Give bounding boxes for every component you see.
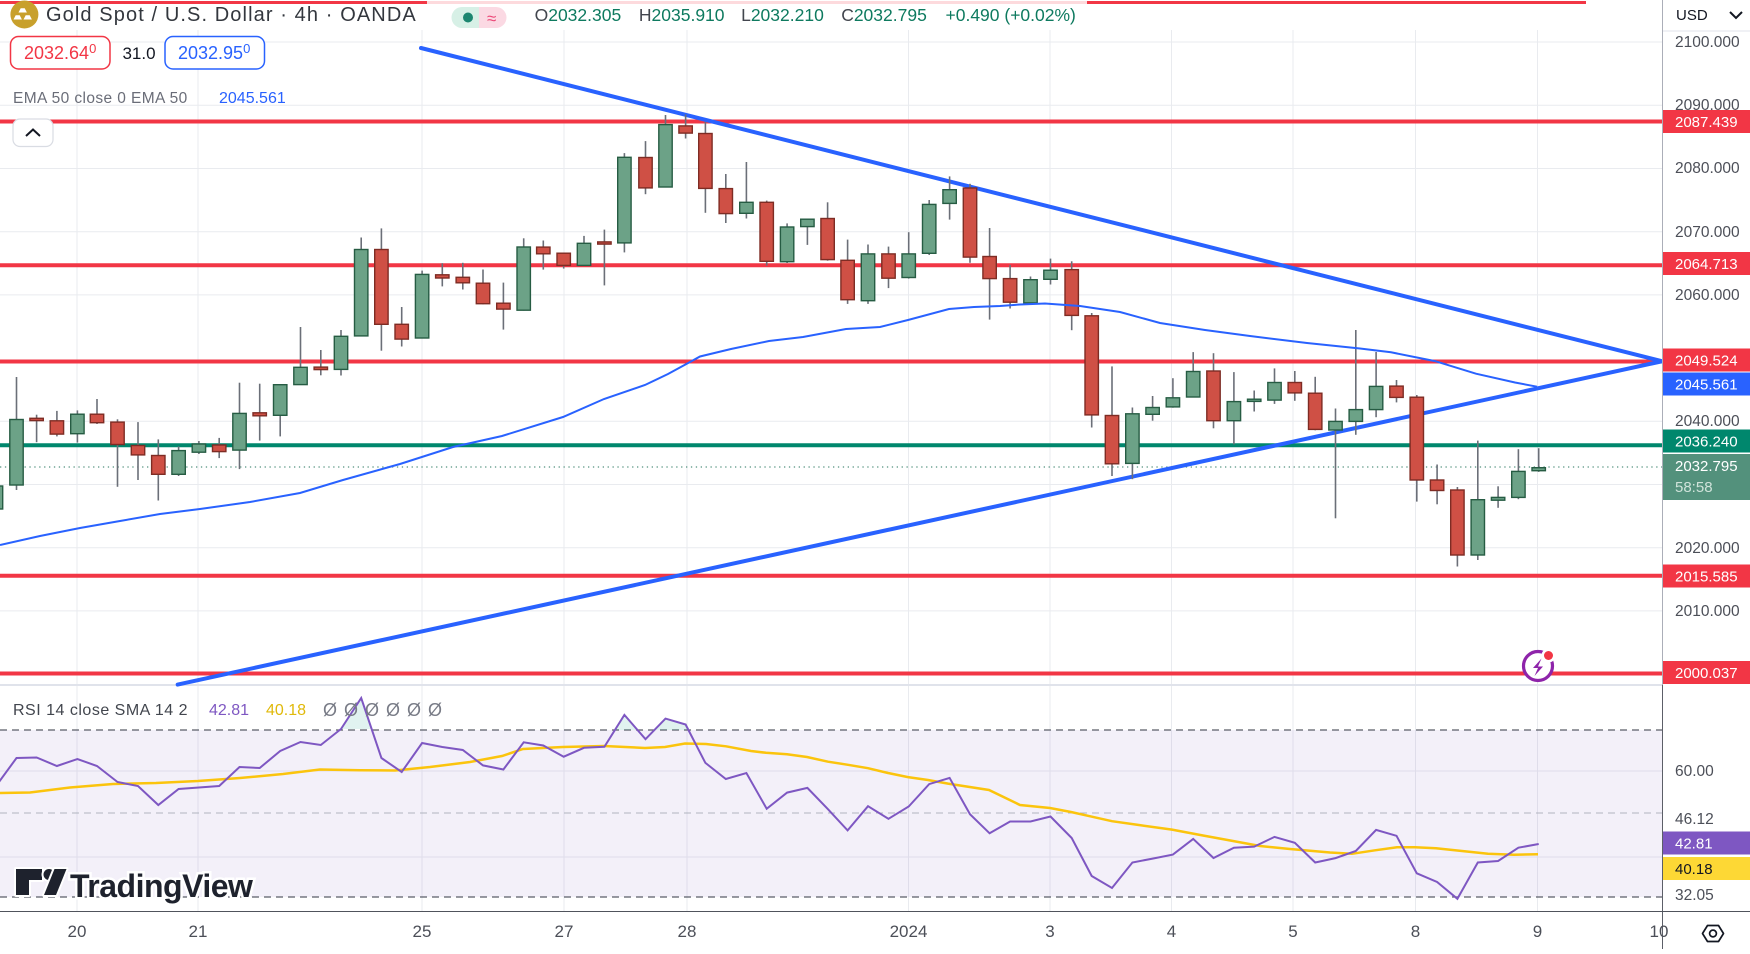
svg-text:+0.490 (+0.02%): +0.490 (+0.02%) bbox=[946, 5, 1076, 25]
svg-text:9: 9 bbox=[1533, 922, 1542, 941]
svg-text:20: 20 bbox=[68, 922, 87, 941]
svg-text:4: 4 bbox=[1167, 922, 1176, 941]
svg-text:42.81: 42.81 bbox=[209, 702, 249, 719]
svg-text:Ø: Ø bbox=[323, 700, 337, 720]
svg-text:L2032.210: L2032.210 bbox=[741, 5, 824, 25]
svg-text:2010.000: 2010.000 bbox=[1675, 603, 1740, 620]
svg-text:46.12: 46.12 bbox=[1675, 811, 1714, 828]
svg-text:58:58: 58:58 bbox=[1675, 479, 1713, 496]
svg-text:2064.713: 2064.713 bbox=[1675, 256, 1738, 273]
svg-text:10: 10 bbox=[1650, 922, 1669, 941]
svg-text:2015.585: 2015.585 bbox=[1675, 569, 1738, 586]
svg-text:2036.240: 2036.240 bbox=[1675, 434, 1738, 451]
svg-text:60.00: 60.00 bbox=[1675, 763, 1714, 780]
svg-text:Ø: Ø bbox=[344, 700, 358, 720]
svg-text:2060.000: 2060.000 bbox=[1675, 287, 1740, 304]
svg-text:40.18: 40.18 bbox=[266, 702, 306, 719]
svg-text:Ø: Ø bbox=[407, 700, 421, 720]
svg-text:2032.640: 2032.640 bbox=[24, 41, 96, 63]
svg-text:2045.561: 2045.561 bbox=[219, 90, 286, 107]
svg-text:2032.950: 2032.950 bbox=[178, 41, 250, 63]
svg-text:2087.439: 2087.439 bbox=[1675, 114, 1738, 131]
svg-text:8: 8 bbox=[1411, 922, 1420, 941]
svg-text:2070.000: 2070.000 bbox=[1675, 224, 1740, 241]
svg-text:3: 3 bbox=[1045, 922, 1054, 941]
svg-text:EMA 50 close 0 EMA 50: EMA 50 close 0 EMA 50 bbox=[13, 90, 188, 107]
svg-text:27: 27 bbox=[555, 922, 574, 941]
svg-text:C2032.795: C2032.795 bbox=[841, 5, 927, 25]
svg-text:2032.795: 2032.795 bbox=[1675, 458, 1738, 475]
svg-text:Ø: Ø bbox=[365, 700, 379, 720]
svg-text:2090.000: 2090.000 bbox=[1675, 97, 1740, 114]
svg-text:Ø: Ø bbox=[428, 700, 442, 720]
svg-text:40.18: 40.18 bbox=[1675, 861, 1713, 878]
svg-text:5: 5 bbox=[1288, 922, 1297, 941]
svg-text:42.81: 42.81 bbox=[1675, 836, 1713, 853]
svg-text:Gold Spot / U.S. Dollar · 4h ·: Gold Spot / U.S. Dollar · 4h · OANDA bbox=[46, 4, 417, 26]
svg-text:2100.000: 2100.000 bbox=[1675, 34, 1740, 51]
svg-text:2080.000: 2080.000 bbox=[1675, 160, 1740, 177]
svg-text:2020.000: 2020.000 bbox=[1675, 540, 1740, 557]
svg-text:Ø: Ø bbox=[386, 700, 400, 720]
svg-text:≈: ≈ bbox=[487, 9, 496, 28]
svg-text:TradingView: TradingView bbox=[70, 868, 253, 904]
svg-text:31.0: 31.0 bbox=[122, 44, 155, 63]
svg-text:2049.524: 2049.524 bbox=[1675, 353, 1738, 370]
svg-text:2040.000: 2040.000 bbox=[1675, 413, 1740, 430]
svg-text:O2032.305: O2032.305 bbox=[535, 5, 622, 25]
svg-text:USD: USD bbox=[1676, 7, 1708, 24]
svg-text:H2035.910: H2035.910 bbox=[639, 5, 725, 25]
svg-text:21: 21 bbox=[189, 922, 208, 941]
svg-text:RSI 14 close SMA 14 2: RSI 14 close SMA 14 2 bbox=[13, 702, 188, 719]
svg-text:32.05: 32.05 bbox=[1675, 887, 1714, 904]
svg-text:2045.561: 2045.561 bbox=[1675, 377, 1738, 394]
svg-text:2024: 2024 bbox=[890, 922, 928, 941]
svg-text:28: 28 bbox=[678, 922, 697, 941]
svg-text:25: 25 bbox=[413, 922, 432, 941]
svg-text:2000.037: 2000.037 bbox=[1675, 665, 1738, 682]
